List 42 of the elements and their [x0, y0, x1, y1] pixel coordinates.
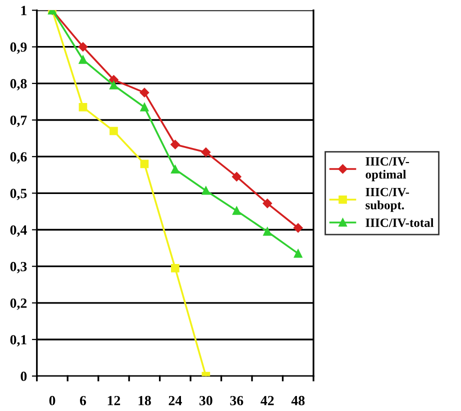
- y-tick-label: 0,8: [10, 79, 27, 90]
- y-tick-label: 1: [21, 6, 26, 16]
- point: [201, 148, 211, 157]
- y-tick-label: 0,9: [10, 42, 27, 54]
- point: [232, 172, 242, 182]
- x-tick-label: 36: [230, 396, 244, 406]
- point: [78, 42, 88, 52]
- point: [110, 81, 118, 90]
- point: [140, 103, 149, 112]
- point: [78, 55, 88, 64]
- y-tick-label: 0,4: [10, 225, 27, 237]
- point: [294, 249, 302, 258]
- x-tick-label: 6: [80, 396, 86, 406]
- x-tick-label: 42: [260, 396, 274, 406]
- point: [78, 103, 88, 112]
- x-tick-label: 24: [168, 396, 182, 406]
- legend-label: IIIC/IV-total: [366, 218, 434, 228]
- legend-label: IIIC/IV- optimal: [366, 157, 410, 182]
- point: [293, 223, 303, 233]
- x-tick-label: 18: [138, 396, 151, 406]
- legend-label: IIIC/IV- subopt.: [366, 188, 410, 212]
- y-tick-label: 0,3: [10, 262, 27, 274]
- x-tick-label: 48: [291, 396, 305, 406]
- y-tick-label: 0,2: [10, 298, 27, 310]
- point: [140, 160, 149, 168]
- point: [171, 165, 180, 174]
- point: [110, 126, 118, 136]
- point: [170, 140, 180, 150]
- point: [140, 88, 150, 98]
- y-tick-label: 0,7: [10, 116, 27, 127]
- y-tick-label: 0: [20, 372, 27, 382]
- x-tick-label: 30: [199, 396, 212, 406]
- point: [232, 206, 241, 215]
- point: [202, 186, 210, 195]
- y-tick-label: 0,5: [10, 188, 27, 200]
- point: [263, 227, 272, 236]
- point: [262, 198, 272, 208]
- x-tick-label: 12: [108, 396, 120, 406]
- y-tick-label: 0,6: [10, 152, 27, 164]
- point: [171, 264, 180, 272]
- y-tick-label: 0,1: [10, 335, 26, 346]
- x-tick-label: 0: [49, 396, 56, 406]
